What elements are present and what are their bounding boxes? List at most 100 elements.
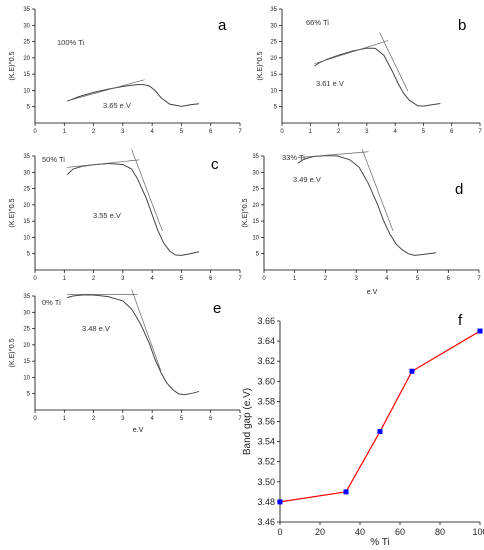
y-tick-label: 5 [256, 252, 260, 258]
x-tick-label: 5 [180, 276, 184, 282]
x-tick-label: 7 [238, 416, 242, 422]
y-tick-label: 5 [27, 392, 31, 398]
tangent-line [379, 32, 409, 92]
annotation-text: 50% Ti [42, 155, 65, 164]
panel-f: 0 20 40 60 80 100 3.46 3.48 3.50 3.52 3.54 3.56 3.58… [242, 312, 484, 548]
x-tick-label: 6 [209, 276, 213, 282]
panel-c: 0 1 2 3 4 5 6 7 5 10 15 20 25 30 35 (K.E)^0.5 c 50% Ti 3.5… [9, 149, 242, 282]
x-axis-label: % Ti [370, 537, 389, 548]
y-tick-label: 30 [23, 170, 30, 176]
y-tick-label: 25 [270, 40, 277, 46]
x-tick-label: 0 [33, 129, 37, 135]
panel-letter: d [455, 181, 463, 198]
y-tick-label: 25 [252, 187, 259, 193]
y-tick-label: 35 [23, 7, 30, 13]
y-axis-label: (K.E)^0.5 [9, 198, 16, 227]
y-tick-label: 20 [23, 203, 30, 209]
y-tick-label: 15 [23, 359, 30, 365]
data-point [409, 368, 415, 374]
x-axis-label: e.V [133, 427, 144, 434]
y-tick-label: 30 [23, 23, 30, 29]
y-tick-label: 5 [27, 252, 31, 258]
spectrum-curve [66, 162, 200, 256]
y-tick-label: 10 [270, 88, 277, 94]
x-tick-label: 100 [472, 527, 484, 537]
x-tick-label: 0 [33, 416, 37, 422]
spectrum-curve [67, 294, 200, 396]
x-tick-label: 6 [209, 129, 213, 135]
panel-d: 0 1 2 3 4 5 6 7 5 10 15 20 25 30 35 (K.E)^0.5 e.V d 33% Ti… [242, 149, 481, 296]
annotation-text: 3.48 e.V [82, 324, 110, 333]
data-point [377, 429, 383, 435]
panel-a: 0 1 2 3 4 5 6 7 5 10 15 20 25 30 35 (K.E)^0.5 a 100% Ti 3.… [9, 7, 242, 135]
annotation-text: 33% Ti [282, 153, 305, 162]
annotation-text: 66% Ti [306, 18, 329, 27]
y-tick-label: 3.62 [257, 356, 275, 366]
y-tick-label: 20 [270, 56, 277, 62]
panel-letter: a [218, 17, 227, 34]
y-tick-label: 25 [23, 40, 30, 46]
spectrum-curve [297, 155, 437, 256]
y-tick-label: 3.56 [257, 417, 275, 427]
x-tick-label: 80 [435, 527, 445, 537]
tangent-line [67, 79, 145, 102]
x-tick-label: 3 [121, 416, 125, 422]
x-tick-label: 0 [277, 527, 282, 537]
y-axis-label: (K.E)^0.5 [242, 198, 249, 227]
y-tick-label: 3.64 [257, 336, 275, 346]
annotation-text: 3.65 e.V [103, 101, 131, 110]
x-tick-label: 2 [324, 276, 328, 282]
x-tick-label: 2 [92, 276, 96, 282]
y-tick-label: 20 [23, 343, 30, 349]
x-tick-label: 7 [238, 276, 242, 282]
y-tick-label: 10 [23, 375, 30, 381]
data-point [277, 499, 283, 505]
x-tick-label: 3 [121, 276, 125, 282]
y-tick-label: 3.58 [257, 396, 275, 406]
x-tick-label: 4 [150, 276, 154, 282]
y-tick-label: 3.46 [257, 517, 275, 527]
panel-letter: c [211, 156, 219, 173]
tangent-line [361, 149, 394, 232]
tangent-line [67, 159, 140, 168]
x-tick-label: 2 [337, 129, 341, 135]
tangent-line [297, 151, 369, 158]
y-tick-label: 3.48 [257, 497, 275, 507]
tangent-line [314, 40, 389, 65]
annotation-text: 100% Ti [57, 38, 84, 47]
y-tick-label: 35 [252, 154, 259, 160]
y-tick-label: 25 [23, 327, 30, 333]
x-tick-label: 0 [33, 276, 37, 282]
y-tick-label: 10 [252, 235, 259, 241]
y-tick-label: 20 [252, 203, 259, 209]
y-tick-label: 30 [252, 170, 259, 176]
x-tick-label: 60 [395, 527, 405, 537]
y-tick-label: 5 [27, 105, 31, 111]
x-tick-label: 40 [355, 527, 365, 537]
x-tick-label: 4 [385, 276, 389, 282]
y-tick-label: 3.52 [257, 457, 275, 467]
x-tick-label: 5 [180, 416, 184, 422]
y-tick-label: 30 [23, 310, 30, 316]
x-tick-label: 4 [393, 129, 397, 135]
panel-letter: f [458, 312, 463, 329]
y-tick-label: 25 [23, 187, 30, 193]
x-tick-label: 0 [262, 276, 266, 282]
x-tick-label: 1 [63, 416, 67, 422]
y-axis-label: Band gap (e.V) [242, 388, 253, 455]
panel-e: 0 1 2 3 4 5 6 7 5 10 15 20 25 30 35 (K.E)^0.5 e.V e 0% Ti 3… [9, 289, 242, 434]
x-tick-label: 5 [422, 129, 426, 135]
data-point [343, 489, 349, 495]
x-tick-label: 7 [477, 276, 481, 282]
y-tick-label: 15 [252, 219, 259, 225]
y-tick-label: 15 [270, 72, 277, 78]
y-tick-label: 10 [23, 88, 30, 94]
y-tick-label: 20 [23, 56, 30, 62]
series-line [279, 330, 481, 503]
annotation-text: 3.55 e.V [93, 211, 121, 220]
y-tick-label: 3.50 [257, 477, 275, 487]
x-tick-label: 5 [180, 129, 184, 135]
panel-letter: e [213, 300, 221, 317]
x-tick-label: 3 [121, 129, 125, 135]
